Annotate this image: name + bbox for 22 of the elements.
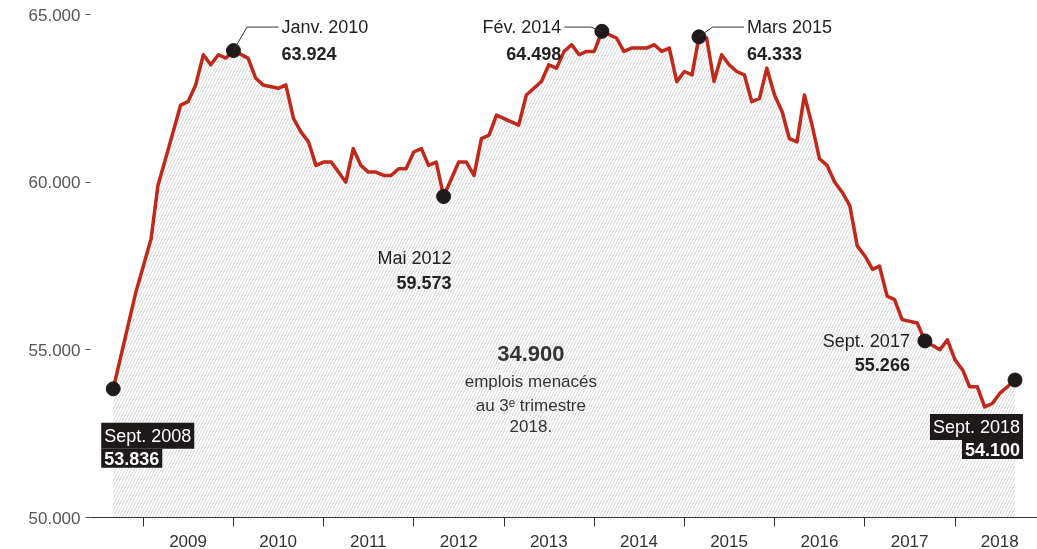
x-tick-label: 2012	[439, 531, 478, 549]
y-tick-label: 50.000	[28, 508, 81, 528]
annotation: Mai 2012 59.573	[377, 248, 452, 293]
x-tick-label: 2015	[710, 531, 748, 549]
x-tick-label: 2011	[350, 531, 387, 549]
x-tick-label: 2009	[169, 531, 207, 549]
annotation: 34.900 emplois menacés au 3ᵉ trimestre 2018.	[464, 341, 597, 437]
x-tick-label: 2010	[259, 531, 298, 549]
annotation: Sept. 2018 54.100	[932, 417, 1021, 461]
annotation: Sept. 2017 55.266	[822, 330, 910, 376]
x-tick-label: 2014	[620, 531, 658, 549]
x-tick-label: 2013	[529, 531, 568, 549]
x-tick-label: 2016	[800, 531, 839, 549]
y-tick-label: 65.000	[28, 5, 81, 25]
annotation: Janv. 2010 63.924	[281, 17, 369, 64]
y-tick-label: 55.000	[28, 340, 81, 360]
x-tick-label: 2018	[980, 531, 1019, 549]
annotation: Mars 2015 64.333	[747, 17, 833, 64]
annotation: Fév. 2014 64.498	[482, 17, 562, 64]
y-tick-label: 60.000	[28, 173, 81, 193]
x-tick-label: 2017	[890, 531, 929, 549]
annotation: Sept. 2008 53.836	[104, 425, 192, 469]
